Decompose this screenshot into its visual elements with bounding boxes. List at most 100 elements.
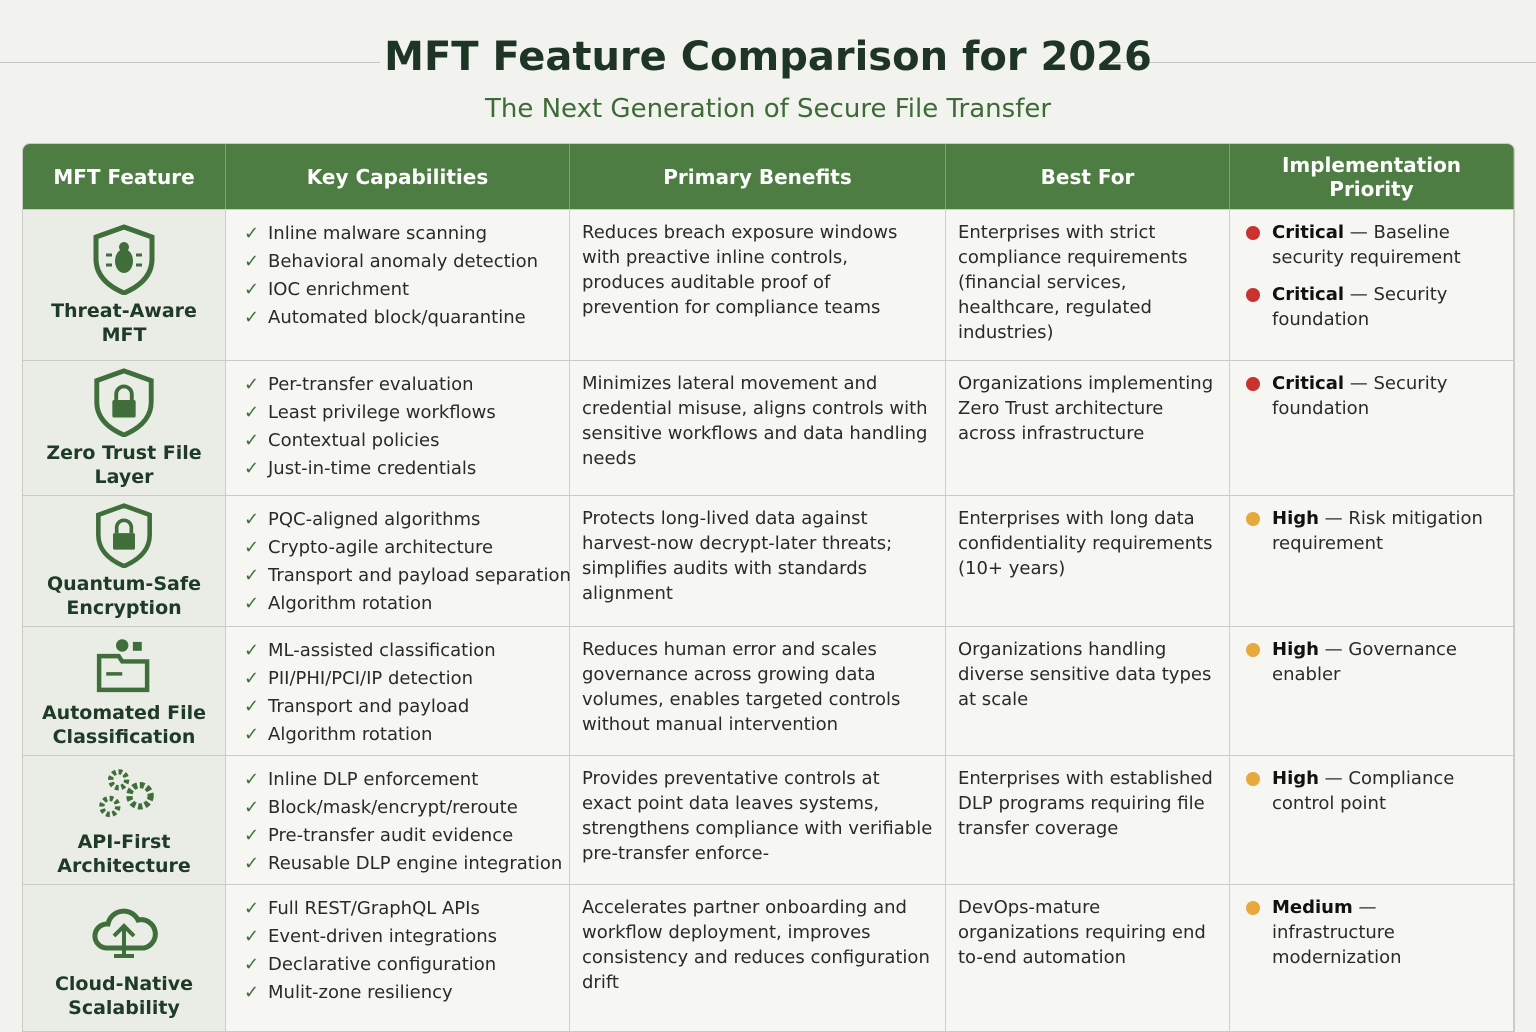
feature-name: Threat-Aware MFT	[51, 300, 197, 346]
priority-dot	[1246, 377, 1260, 391]
capability: Inline malware scanning	[238, 220, 557, 248]
feature-name: Zero Trust File Layer	[46, 442, 202, 488]
cell: Protects long-lived data against harvest…	[570, 496, 946, 626]
cell: Medium — infrastructure modernization	[1230, 885, 1514, 1031]
capability: PII/PHI/PCI/IP detection	[238, 665, 557, 693]
capability: Transport and payload	[238, 693, 557, 721]
priority-level: High	[1272, 639, 1319, 660]
cell: High — Compliance control point	[1230, 756, 1514, 884]
capability: Transport and payload separation	[238, 562, 571, 590]
capability: ML-assisted classification	[238, 637, 557, 665]
best-for: Enterprises with strict compliance requi…	[958, 222, 1188, 343]
subtitle: The Next Generation of Secure File Trans…	[484, 94, 1052, 124]
capability: Per-transfer evaluation	[238, 371, 557, 399]
column-header: Primary Benefits	[570, 144, 946, 209]
feature-name: Cloud-Native Scalability	[54, 973, 194, 1019]
table-row: API-First Architecture Inline DLP enforce…	[23, 755, 1514, 884]
cell: Organizations implementing Zero Trust ar…	[946, 361, 1230, 495]
priority-text: Medium — infrastructure modernization	[1272, 895, 1501, 970]
priority-dot	[1246, 772, 1260, 786]
capability: Just-in-time credentials	[238, 455, 557, 483]
table-row: Automated File Classification ML-assisted…	[23, 626, 1514, 755]
cell: Minimizes lateral movement and credentia…	[570, 361, 946, 495]
feature-icon	[99, 769, 154, 818]
capability-list: Full REST/GraphQL APIsEvent-driven integ…	[238, 895, 557, 1007]
capability: Least privilege workflows	[238, 399, 557, 427]
cell: High — Risk mitigation requirement	[1230, 496, 1514, 626]
priority-text: Critical — Security foundation	[1272, 371, 1501, 421]
title-rule	[1112, 62, 1536, 63]
priority-level: High	[1272, 768, 1319, 789]
column-header: Best For	[946, 144, 1230, 209]
cell: Provides preventative controls at exact …	[570, 756, 946, 884]
priority: High — Compliance control point	[1242, 766, 1501, 816]
benefits: Minimizes lateral movement and credentia…	[582, 373, 928, 469]
priority: Medium — infrastructure modernization	[1242, 895, 1501, 970]
feature-cell: Threat-Aware MFT	[23, 210, 226, 360]
priority-dot	[1246, 226, 1260, 240]
header-row: MFT Feature Key Capabilities Primary Benef…	[23, 144, 1514, 209]
column-header: MFT Feature	[23, 144, 226, 209]
feature-icon	[94, 368, 154, 437]
priority-level: Medium	[1272, 897, 1353, 918]
best-for: Enterprises with established DLP program…	[958, 768, 1213, 839]
table-row: Quantum-Safe Encryption PQC-aligned algor…	[23, 495, 1514, 626]
cell: Organizations handling diverse sensitive…	[946, 627, 1230, 755]
capability: Block/mask/encrypt/reroute	[238, 794, 557, 822]
priority: High — Risk mitigation requirement	[1242, 506, 1501, 556]
cell: Reduces breach exposure windows with pre…	[570, 210, 946, 360]
priority-detail: — Security foundation	[1272, 284, 1448, 330]
priority-text: High — Compliance control point	[1272, 766, 1501, 816]
cell: Inline malware scanningBehavioral anomal…	[226, 210, 570, 360]
capability: Contextual policies	[238, 427, 557, 455]
priority-detail: — infrastructure modernization	[1272, 897, 1402, 968]
cell: Full REST/GraphQL APIsEvent-driven integ…	[226, 885, 570, 1031]
feature-cell: Zero Trust File Layer	[23, 361, 226, 495]
feature-name: API-First Architecture	[57, 831, 191, 877]
priority-level: Critical	[1272, 284, 1345, 305]
priority: Critical — Security foundation	[1242, 282, 1501, 332]
capability: Crypto-agile architecture	[238, 534, 557, 562]
feature-icon	[92, 908, 158, 958]
priority-text: Critical — Baseline security requirement	[1272, 220, 1501, 270]
cell: Critical — Security foundation	[1230, 361, 1514, 495]
capability: Full REST/GraphQL APIs	[238, 895, 557, 923]
cell: ML-assisted classificationPII/PHI/PCI/IP…	[226, 627, 570, 755]
priority-text: Critical — Security foundation	[1272, 282, 1501, 332]
capability: Behavioral anomaly detection	[238, 248, 557, 276]
priority-dot	[1246, 512, 1260, 526]
feature-cell: Automated File Classification	[23, 627, 226, 755]
capability-list: PQC-aligned algorithmsCrypto-agile archi…	[238, 506, 571, 618]
cell: Reduces human error and scales governanc…	[570, 627, 946, 755]
capability-list: Inline malware scanningBehavioral anomal…	[238, 220, 557, 332]
best-for: Enterprises with long data confidentiali…	[958, 508, 1213, 579]
priority-text: High — Governance enabler	[1272, 637, 1501, 687]
priority-text: High — Risk mitigation requirement	[1272, 506, 1501, 556]
best-for: Organizations implementing Zero Trust ar…	[958, 373, 1214, 444]
title-rule	[0, 62, 380, 63]
title: MFT Feature Comparison for 2026	[384, 34, 1152, 80]
priority-detail: — Security foundation	[1272, 373, 1448, 419]
priority-dot	[1246, 901, 1260, 915]
cell: High — Governance enabler	[1230, 627, 1514, 755]
feature-cell: API-First Architecture	[23, 756, 226, 884]
cell: Inline DLP enforcementBlock/mask/encrypt…	[226, 756, 570, 884]
benefits: Protects long-lived data against harvest…	[582, 508, 893, 604]
priority-dot	[1246, 288, 1260, 302]
capability: PQC-aligned algorithms	[238, 506, 557, 534]
cell: Critical — Baseline security requirement…	[1230, 210, 1514, 360]
capability-list: ML-assisted classificationPII/PHI/PCI/IP…	[238, 637, 557, 749]
cell: Enterprises with strict compliance requi…	[946, 210, 1230, 360]
capability: IOC enrichment	[238, 276, 557, 304]
benefits: Accelerates partner onboarding and workf…	[582, 897, 930, 993]
column-header: Key Capabilities	[226, 144, 570, 209]
priority-detail: — Baseline security requirement	[1272, 222, 1461, 268]
cell: Accelerates partner onboarding and workf…	[570, 885, 946, 1031]
capability: Algorithm rotation	[238, 590, 557, 618]
table-row: Zero Trust File Layer Per-transfer evalua…	[23, 360, 1514, 495]
cell: Per-transfer evaluationLeast privilege w…	[226, 361, 570, 495]
capability-list: Per-transfer evaluationLeast privilege w…	[238, 371, 557, 483]
capability: Pre-transfer audit evidence	[238, 822, 557, 850]
benefits: Reduces human error and scales governanc…	[582, 639, 901, 735]
